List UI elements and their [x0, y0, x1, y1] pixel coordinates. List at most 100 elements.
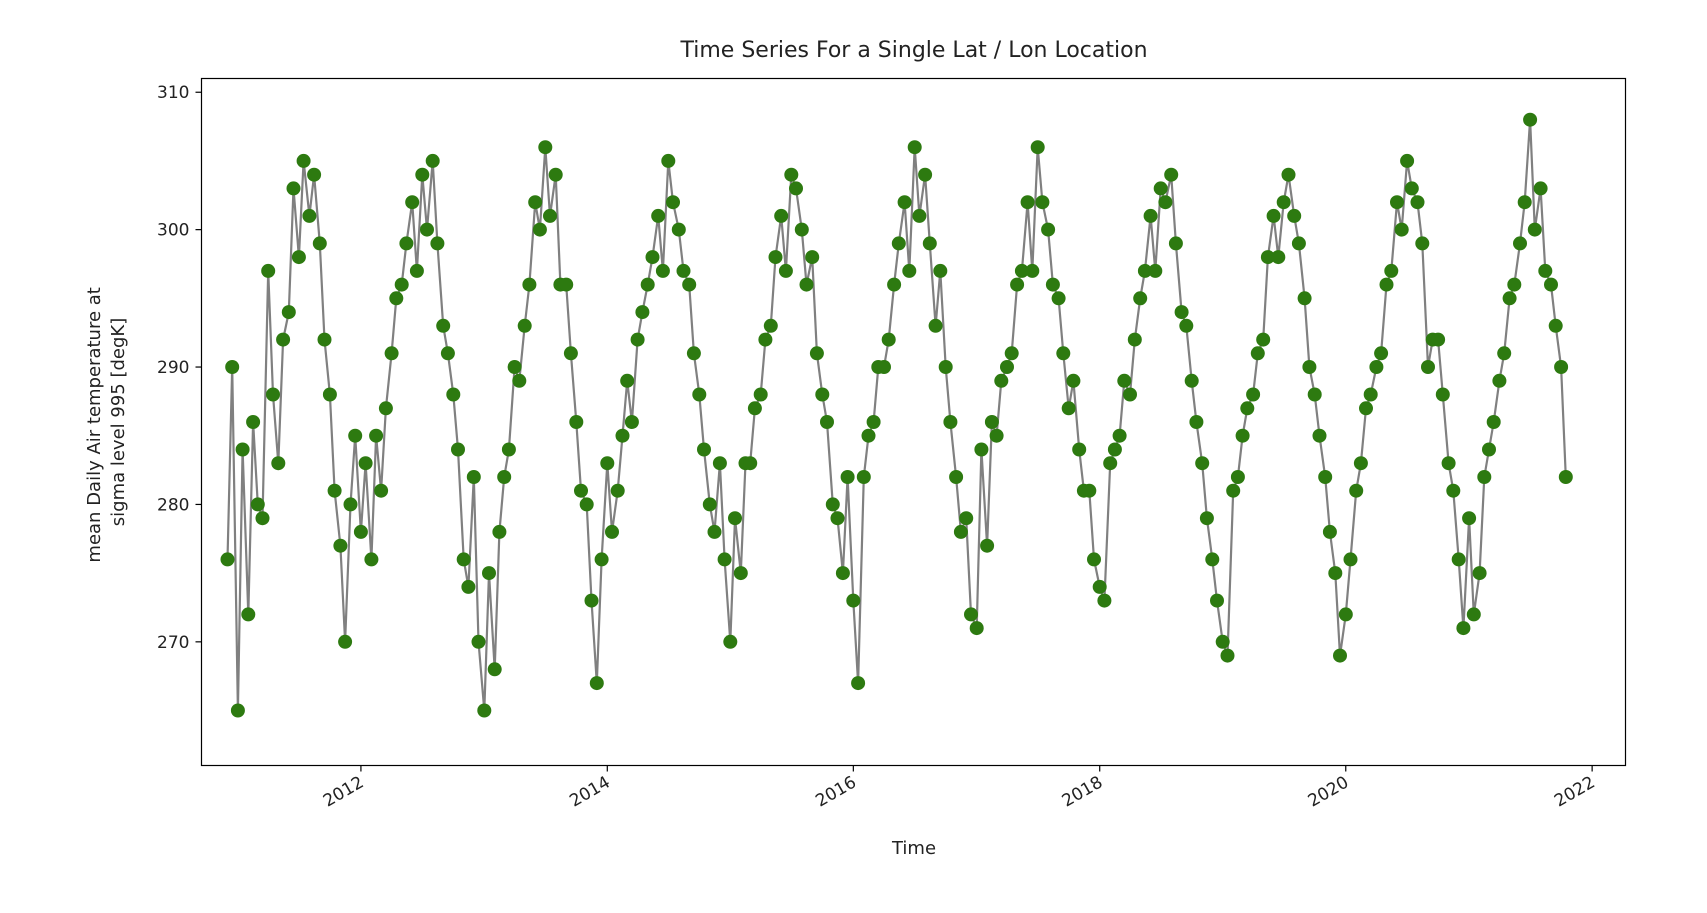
data-point — [794, 222, 809, 237]
data-point — [630, 332, 645, 347]
data-point — [1517, 195, 1532, 210]
data-point — [835, 566, 850, 581]
data-point — [994, 373, 1009, 388]
data-point — [399, 236, 414, 251]
data-point — [1384, 263, 1399, 278]
chart-title: Time Series For a Single Lat / Lon Locat… — [679, 38, 1147, 63]
data-point — [1082, 483, 1097, 498]
data-point — [471, 634, 486, 649]
x-tick-label: 2014 — [566, 773, 613, 812]
data-point — [1143, 208, 1158, 223]
data-point — [1010, 277, 1025, 292]
data-point — [569, 415, 584, 429]
data-point — [1492, 373, 1507, 388]
data-point — [358, 456, 373, 471]
data-point — [1374, 346, 1389, 361]
data-point — [1472, 566, 1487, 581]
x-tick-label: 2016 — [812, 773, 859, 812]
data-point — [1333, 648, 1347, 663]
data-point — [938, 360, 953, 374]
data-point — [415, 167, 430, 182]
data-point — [1220, 648, 1235, 663]
data-point — [1030, 140, 1045, 155]
data-point — [980, 538, 995, 553]
data-point — [1394, 222, 1409, 237]
data-point — [1004, 346, 1019, 361]
data-point — [799, 277, 814, 292]
data-point — [517, 318, 532, 333]
data-point — [1281, 167, 1296, 182]
data-point — [589, 676, 604, 691]
data-point — [307, 167, 322, 182]
data-point — [312, 236, 327, 251]
data-point — [907, 140, 922, 155]
data-point — [1410, 195, 1425, 210]
data-point — [830, 511, 845, 526]
y-tick-label: 300 — [157, 221, 189, 241]
data-point — [276, 332, 291, 347]
data-point — [446, 387, 461, 402]
data-point — [728, 511, 742, 526]
data-point — [1359, 401, 1373, 416]
data-point — [1025, 263, 1040, 278]
data-point — [1446, 483, 1461, 498]
data-point — [235, 442, 250, 457]
data-point — [666, 195, 680, 210]
data-point — [451, 442, 465, 457]
data-point — [635, 305, 650, 320]
data-point — [405, 195, 420, 210]
data-point — [877, 360, 891, 374]
data-point — [1133, 291, 1148, 306]
data-point — [281, 305, 296, 320]
data-point — [241, 607, 256, 622]
data-point — [846, 593, 861, 608]
data-point — [584, 593, 599, 608]
data-point — [1072, 442, 1087, 457]
data-point — [661, 153, 676, 168]
data-point — [261, 263, 276, 278]
data-point — [532, 222, 547, 237]
data-point — [1328, 566, 1343, 581]
data-point — [645, 250, 660, 265]
data-point — [1302, 360, 1317, 374]
data-point — [1250, 346, 1265, 361]
x-axis: 2012 2014 2016 2018 2020 2022 — [320, 765, 1599, 812]
data-point — [1482, 442, 1496, 457]
data-point — [343, 497, 358, 512]
data-point — [1256, 332, 1271, 347]
data-point — [338, 634, 353, 649]
data-point — [1051, 291, 1066, 306]
data-point — [1548, 318, 1563, 333]
data-point — [1523, 112, 1538, 127]
data-point — [655, 263, 670, 278]
data-point — [225, 360, 240, 374]
data-point — [774, 208, 789, 223]
data-point — [1137, 263, 1152, 278]
data-point — [461, 579, 476, 594]
data-point — [1400, 153, 1415, 168]
data-point — [1507, 277, 1522, 292]
data-point — [497, 470, 512, 484]
data-point — [271, 456, 286, 471]
data-point — [477, 703, 492, 718]
data-point — [1092, 579, 1107, 594]
y-axis-title: mean Daily Air temperature at sigma leve… — [84, 281, 129, 562]
data-point — [887, 277, 902, 292]
data-point — [1035, 195, 1050, 210]
data-point — [1066, 373, 1081, 388]
data-point — [758, 332, 773, 347]
data-point — [928, 318, 943, 333]
data-point — [851, 676, 866, 691]
data-point — [1502, 291, 1517, 306]
data-point — [763, 318, 778, 333]
data-point — [1158, 195, 1173, 210]
data-point — [1210, 593, 1224, 608]
data-point — [1153, 181, 1168, 196]
data-point — [1538, 263, 1553, 278]
data-point — [959, 511, 974, 526]
data-point — [559, 277, 574, 292]
data-point — [805, 250, 820, 265]
data-point — [624, 415, 639, 429]
data-point — [369, 428, 384, 443]
data-point — [1014, 263, 1029, 278]
